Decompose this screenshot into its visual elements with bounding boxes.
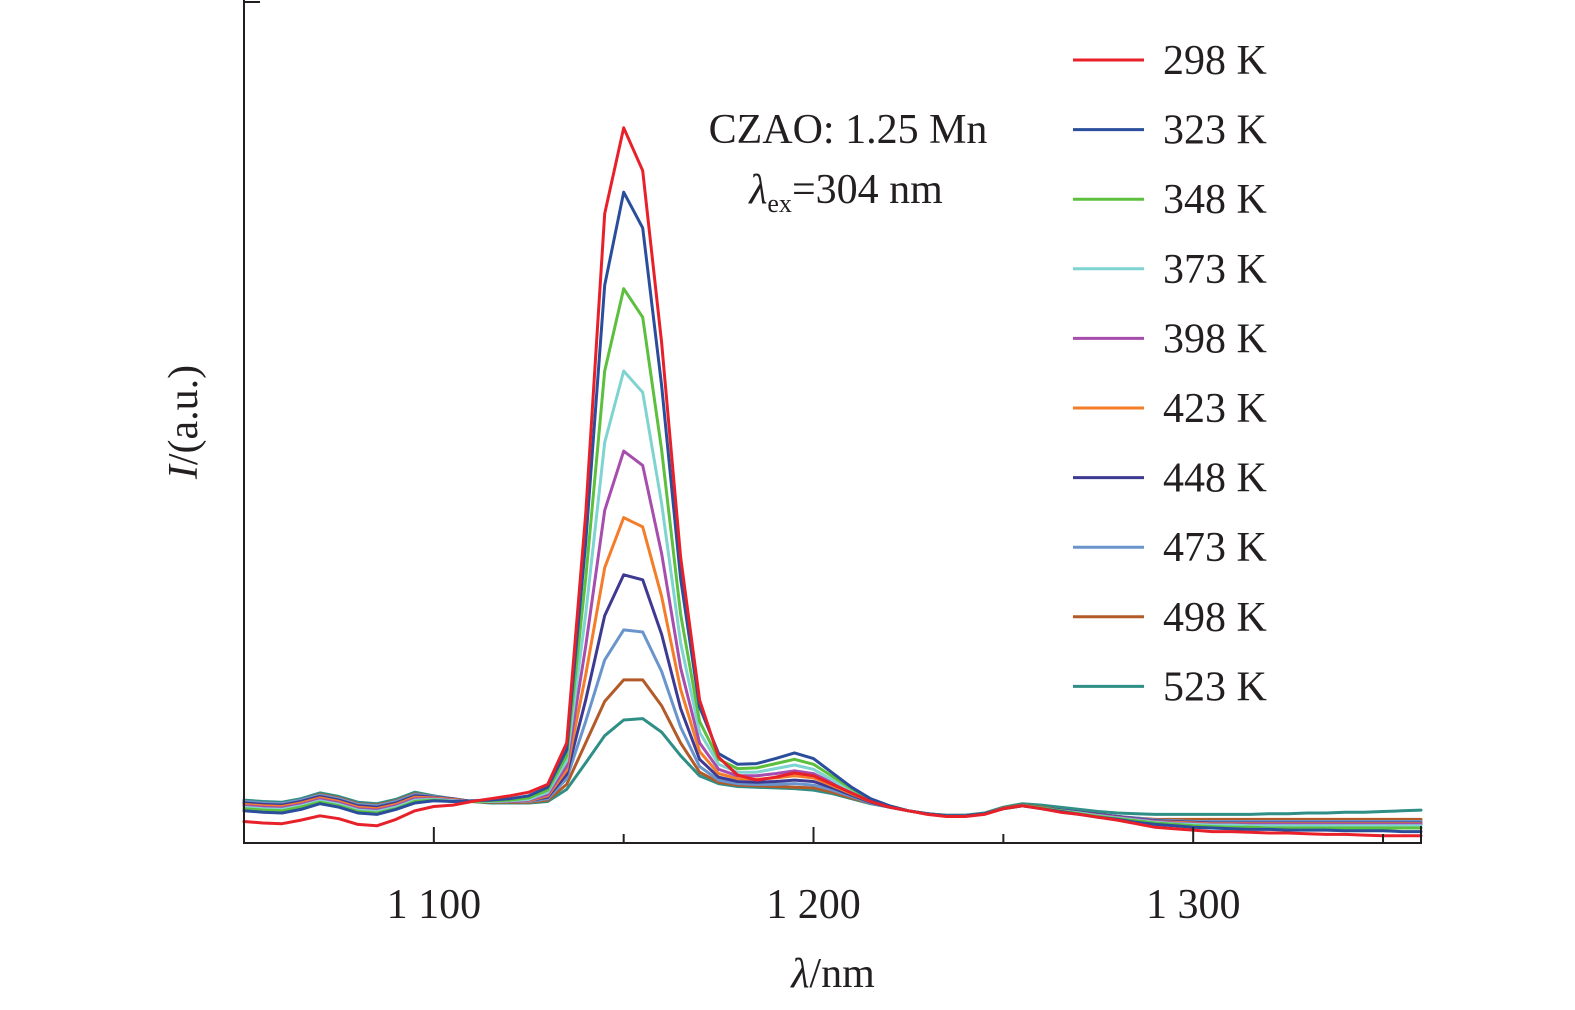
plot-area <box>242 126 1423 838</box>
legend-label: 448 K <box>1163 456 1267 502</box>
series-line-298k <box>242 126 1423 838</box>
x-tick-label: 1 200 <box>766 882 861 928</box>
legend-item: 423 K <box>1073 386 1267 432</box>
legend-item: 448 K <box>1073 456 1267 502</box>
legend-item: 373 K <box>1073 247 1267 293</box>
x-tick-label: 1 300 <box>1146 882 1241 928</box>
y-axis-title-unit: /(a.u.) <box>161 365 207 465</box>
annotation-lambda: λ <box>747 167 767 213</box>
x-axis-title-symbol: λ <box>789 951 809 997</box>
legend-label: 373 K <box>1163 247 1267 293</box>
legend-label: 298 K <box>1163 38 1267 84</box>
x-axis-title: λ/nm <box>789 951 875 997</box>
annotation-subscript: ex <box>767 189 792 218</box>
legend-item: 473 K <box>1073 525 1267 571</box>
legend-label: 348 K <box>1163 177 1267 223</box>
legend-label: 323 K <box>1163 108 1267 154</box>
legend-item: 523 K <box>1073 664 1267 710</box>
x-tick-label: 1 100 <box>387 882 482 928</box>
series-line-323k <box>242 190 1423 834</box>
y-axis-title-symbol: I <box>161 463 207 480</box>
legend-item: 498 K <box>1073 595 1267 641</box>
legend-item: 298 K <box>1073 38 1267 84</box>
x-ticks: 1 100 1 200 1 300 <box>387 827 1385 928</box>
annotation-value: =304 nm <box>792 167 943 213</box>
legend-label: 398 K <box>1163 316 1267 362</box>
y-axis-title: I/(a.u.) <box>161 365 207 480</box>
legend-label: 473 K <box>1163 525 1267 571</box>
legend-item: 348 K <box>1073 177 1267 223</box>
legend: 298 K 323 K 348 K 373 K 398 K 423 K 448 K 473 K… <box>1073 38 1267 710</box>
series-layer <box>242 126 1423 838</box>
annotation-excitation: λex=304 nm <box>747 167 943 218</box>
legend-item: 323 K <box>1073 108 1267 154</box>
legend-item: 398 K <box>1073 316 1267 362</box>
legend-label: 498 K <box>1163 595 1267 641</box>
legend-label: 423 K <box>1163 386 1267 432</box>
legend-label: 523 K <box>1163 664 1267 710</box>
annotation-sample: CZAO: 1.25 Mn <box>709 107 988 153</box>
x-axis-title-unit: /nm <box>809 951 875 997</box>
